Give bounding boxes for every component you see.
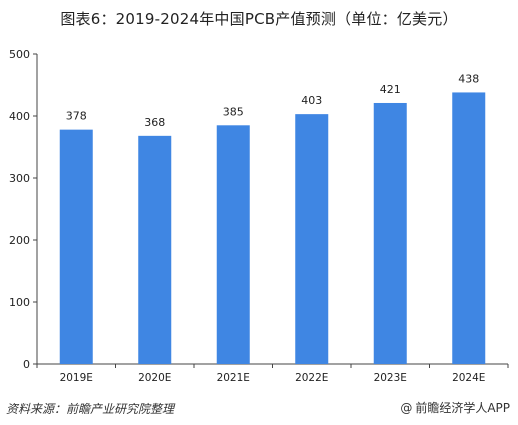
y-tick-label: 300	[9, 172, 30, 185]
x-tick-label: 2021E	[217, 372, 250, 384]
data-labels-group: 378 368 385 403 421 438	[66, 72, 480, 128]
y-tick-label: 200	[9, 234, 30, 247]
bar	[452, 92, 486, 364]
chart-title: 图表6：2019-2024年中国PCB产值预测（单位：亿美元）	[60, 10, 458, 28]
y-axis: 0 100 200 300 400 500	[9, 48, 38, 371]
x-tick-label: 2024E	[452, 372, 485, 384]
bar-value-label: 368	[144, 116, 165, 129]
bar	[59, 129, 93, 364]
watermark: @ 前瞻经济学人APP	[400, 399, 510, 416]
x-axis: 2019E 2020E 2021E 2022E 2023E 2024E	[36, 363, 509, 384]
y-tick-label: 0	[23, 358, 30, 371]
x-tick-label: 2019E	[60, 372, 93, 384]
bar-value-label: 385	[223, 105, 244, 118]
bar	[295, 114, 329, 364]
x-tick-label: 2023E	[374, 372, 407, 384]
app-logo-icon: @	[400, 401, 413, 415]
y-tick-label: 100	[9, 296, 30, 309]
source-note: 资料来源：前瞻产业研究院整理	[6, 402, 175, 416]
bars-group	[59, 92, 486, 364]
bar-value-label: 438	[458, 72, 479, 85]
bar-value-label: 403	[301, 94, 322, 107]
bar-value-label: 421	[380, 83, 401, 96]
y-tick-label: 400	[9, 110, 30, 123]
x-tick-label: 2022E	[295, 372, 328, 384]
bar	[216, 125, 250, 364]
bar	[138, 135, 172, 364]
bar-value-label: 378	[66, 110, 87, 123]
x-tick-label: 2020E	[138, 372, 171, 384]
watermark-text: 前瞻经济学人APP	[415, 401, 510, 415]
bar	[373, 102, 407, 364]
y-tick-label: 500	[9, 48, 30, 61]
